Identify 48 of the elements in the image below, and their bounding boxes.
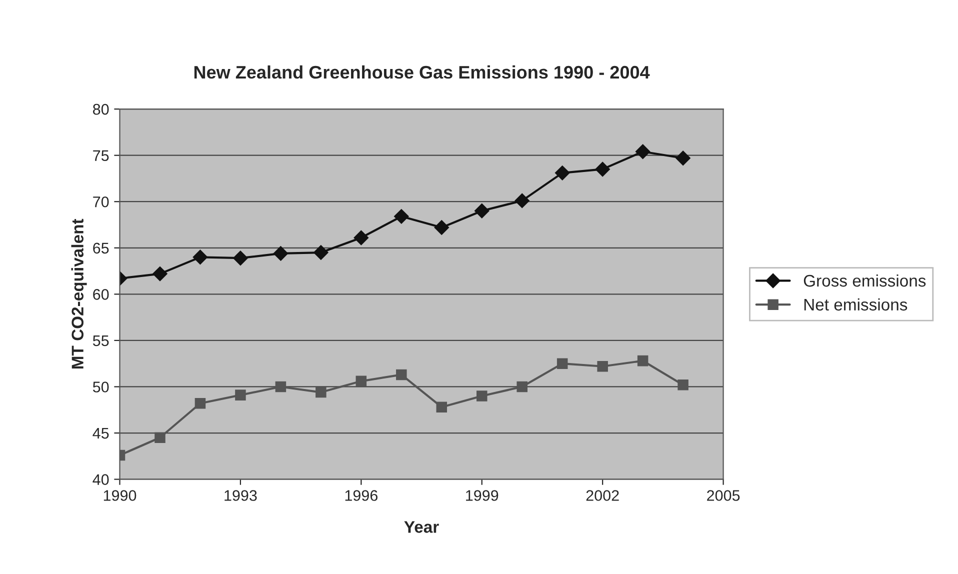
point	[597, 360, 608, 372]
x-tick-label: 1999	[466, 490, 498, 501]
legend-label: Net emissions	[804, 298, 908, 311]
point	[554, 166, 570, 180]
y-tick-label: 80	[93, 104, 109, 115]
point	[556, 358, 568, 369]
point	[394, 209, 409, 224]
point	[436, 402, 448, 412]
x-tick-label: 2002	[586, 490, 619, 501]
point	[595, 162, 610, 177]
point	[476, 390, 488, 402]
y-tick-label: 60	[93, 289, 109, 300]
point	[635, 144, 650, 160]
x-tick-label: 1990	[104, 490, 136, 501]
y-tick-label: 50	[92, 382, 109, 392]
point	[514, 193, 530, 208]
point	[474, 203, 490, 218]
x-axis-title: Year	[404, 521, 439, 533]
point	[233, 250, 248, 266]
y-tick-label: 40	[92, 474, 109, 485]
point	[273, 246, 288, 261]
point	[434, 220, 450, 235]
point	[676, 150, 690, 166]
chart-title: New Zealand Greenhouse Gas Emissions 1990 - 2004	[194, 65, 650, 79]
y-tick-label: 65	[93, 242, 109, 254]
point	[396, 369, 407, 380]
point	[516, 381, 528, 392]
x-tick-label: 1993	[224, 490, 257, 501]
point	[235, 390, 246, 400]
x-tick-label: 1996	[345, 490, 378, 501]
x-tick-label: 2005	[707, 490, 740, 501]
point	[678, 380, 688, 390]
point	[154, 432, 166, 444]
legend-label: Gross emissions	[804, 274, 926, 287]
y-tick-label: 70	[93, 196, 109, 208]
point	[152, 266, 168, 282]
y-tick-label: 55	[92, 335, 109, 346]
y-tick-label: 45	[92, 428, 109, 439]
point	[314, 245, 328, 260]
point	[275, 381, 286, 392]
point	[316, 386, 326, 398]
point	[637, 355, 648, 366]
point	[356, 376, 367, 387]
point	[192, 250, 208, 265]
point	[354, 230, 369, 246]
point	[194, 398, 206, 409]
y-tick-label: 75	[93, 150, 109, 162]
y-axis-title: MT CO2-equivalent	[71, 218, 87, 369]
